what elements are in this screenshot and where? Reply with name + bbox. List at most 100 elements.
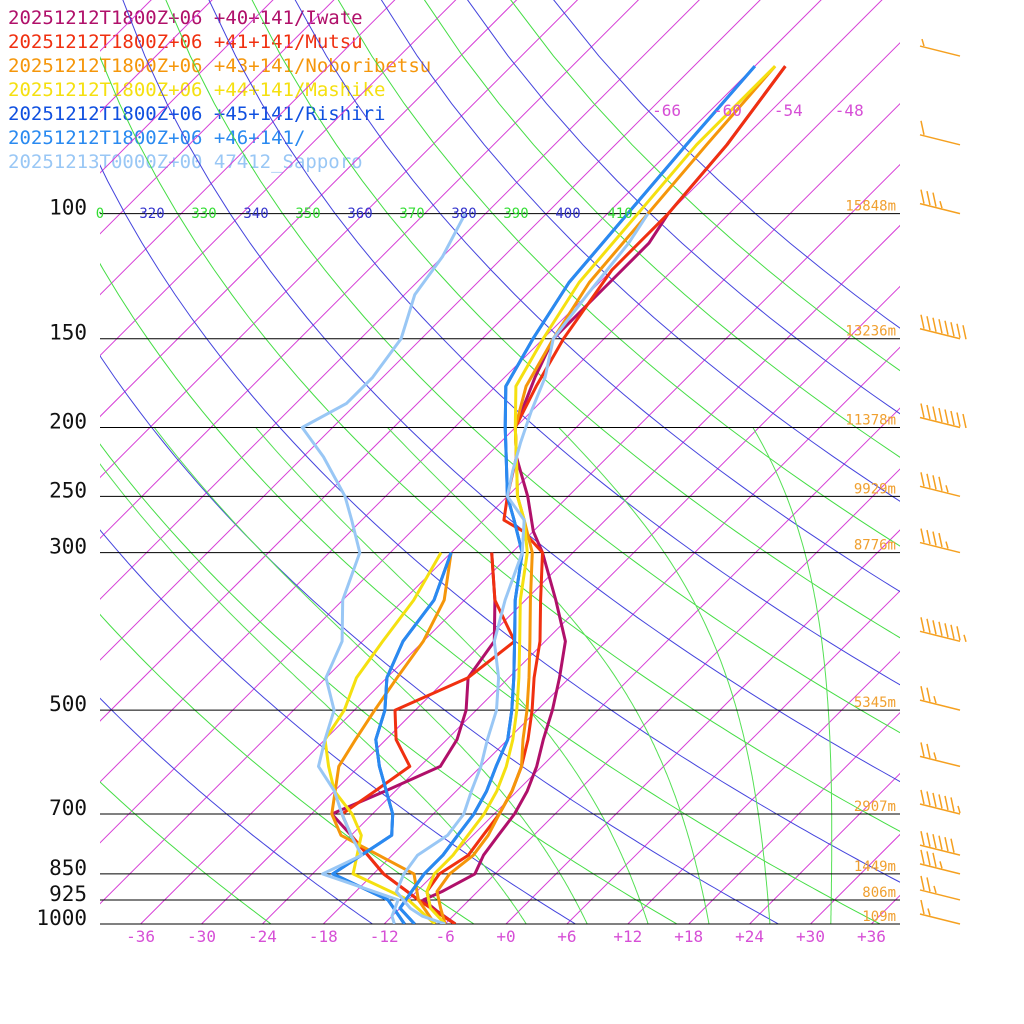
wind-barb — [919, 403, 967, 429]
dry-adiabat — [100, 781, 272, 924]
wind-barb-staff — [919, 863, 961, 875]
wind-barb — [919, 742, 961, 768]
wind-barb-flag — [932, 317, 937, 332]
wind-barb-half-flag — [933, 695, 937, 704]
theta-label: 320 — [139, 206, 164, 222]
wind-barb-flag — [950, 410, 955, 426]
moist-adiabat — [752, 427, 833, 924]
isotherm — [627, 651, 900, 924]
pressure-label: 500 — [49, 692, 87, 716]
upper-isotherm-label: -54 — [774, 101, 803, 120]
wind-barb-staff — [919, 485, 961, 498]
wind-barb-flag — [956, 412, 961, 427]
temperature-tick-label: +36 — [857, 927, 886, 946]
isotherm — [100, 0, 518, 418]
legend-entry: 20251212T1800Z+06 +46+141/ — [8, 127, 305, 149]
wind-barb-flag — [938, 319, 943, 334]
wind-barb-half-flag — [921, 38, 925, 47]
temperature-tick-label: +0 — [496, 927, 515, 946]
wind-barb-flag — [926, 877, 931, 892]
height-label: 109m — [862, 909, 896, 925]
wind-barb — [919, 686, 961, 711]
wind-barb-flag — [926, 529, 931, 545]
moist-adiabat — [558, 427, 771, 924]
wind-barb-staff — [919, 699, 961, 711]
wind-barb-flag — [920, 831, 925, 846]
wind-barb — [919, 831, 961, 856]
wind-barb-flag — [932, 475, 937, 490]
theta-label: 380 — [451, 206, 476, 222]
wind-barb-flag — [932, 620, 937, 635]
temperature-tick-label: +6 — [557, 927, 576, 946]
dry-adiabat — [337, 0, 900, 547]
moist-adiabat — [100, 463, 527, 924]
wind-barb-flag — [944, 320, 949, 335]
temperature-tick-label: +24 — [735, 927, 764, 946]
upper-isotherm-label: -48 — [835, 101, 864, 120]
wind-barb-flag — [926, 190, 931, 206]
height-label: 9929m — [854, 481, 896, 497]
dry-adiabat — [100, 262, 882, 924]
height-label: 5345m — [854, 695, 896, 711]
legend-entry: 20251212T1800Z+06 +43+141/Noboribetsu — [8, 55, 431, 77]
wind-barb — [919, 528, 961, 554]
pressure-label: 1000 — [36, 906, 87, 930]
wind-barb-flag — [920, 617, 925, 632]
wind-barb-staff — [919, 630, 961, 643]
wind-barb-flag — [950, 322, 955, 337]
wind-barb-flag — [938, 835, 943, 850]
temperature-tick-label: +30 — [796, 927, 825, 946]
wind-barb — [919, 875, 961, 901]
wind-barbs — [919, 38, 967, 925]
legend-entry: 20251213T0000Z+00 47412_Sapporo — [8, 151, 363, 173]
wind-barb-half-flag — [963, 634, 967, 643]
pressure-label: 700 — [49, 796, 87, 820]
legend-entry: 20251212T1800Z+06 +41+141/Mutsu — [8, 31, 363, 53]
wind-barb-flag — [932, 192, 937, 207]
wind-barb-flag — [938, 532, 943, 548]
wind-barb-flag — [920, 849, 925, 865]
isobars — [100, 213, 900, 925]
moist-adiabat — [387, 427, 710, 924]
wind-barb-flag — [950, 624, 955, 639]
wind-barb-staff — [919, 45, 961, 57]
theta-label: 360 — [347, 206, 372, 222]
moist-adiabat — [255, 427, 649, 924]
wind-barb — [919, 314, 967, 340]
upper-isotherm-label: -66 — [652, 101, 681, 120]
wind-barb — [919, 38, 961, 57]
legend-entry: 20251212T1800Z+06 +44+141/Mashike — [8, 79, 386, 101]
pressure-label: 300 — [49, 535, 87, 559]
wind-barb-staff — [919, 844, 961, 856]
wind-barb-flag — [920, 472, 925, 487]
theta-label: 330 — [191, 206, 216, 222]
wind-barb-flag — [920, 120, 925, 135]
wind-barb — [919, 617, 967, 643]
pressure-label: 850 — [49, 856, 87, 880]
wind-barb-flag — [920, 789, 925, 805]
wind-barb-flag — [944, 795, 949, 811]
wind-barb-flag — [920, 314, 925, 329]
height-label: 11378m — [845, 412, 896, 428]
theta-label: 410 — [607, 206, 632, 222]
dry-adiabat — [100, 55, 900, 832]
wind-barb-flag — [926, 618, 931, 633]
wind-barb-flag — [926, 743, 931, 759]
wind-barb-half-flag — [957, 805, 961, 814]
dry-adiabat — [122, 0, 900, 783]
temperature-tick-label: -12 — [370, 927, 399, 946]
wind-barb — [919, 472, 961, 498]
wind-barb-half-flag — [939, 200, 943, 209]
dry-adiabat — [208, 0, 900, 686]
height-label: 1449m — [854, 859, 896, 875]
wind-barb-flag — [944, 837, 949, 852]
sounding-profiles — [300, 65, 787, 924]
isotherm — [688, 711, 900, 924]
temperature-profile — [422, 65, 787, 924]
wind-barb-flag — [920, 875, 925, 891]
isotherm — [444, 468, 900, 924]
isotherm — [749, 772, 900, 924]
wind-barb-staff — [919, 803, 961, 815]
temperature-tick-label: +12 — [613, 927, 642, 946]
axis-labels: 100 15848m 150 13236m 200 11378m 250 9929m 300 87… — [36, 101, 896, 946]
